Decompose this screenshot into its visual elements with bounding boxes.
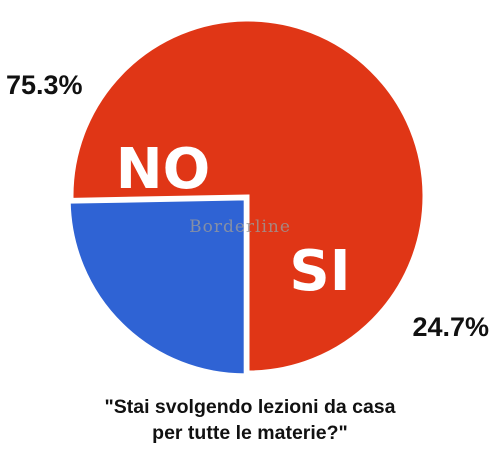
chart-question: "Stai svolgendo lezioni da casa per tutt…: [0, 394, 500, 446]
value-label-no: 75.3%: [6, 70, 83, 100]
value-label-si: 24.7%: [412, 312, 489, 342]
watermark-text: Borderline: [189, 217, 291, 237]
slice-label-no: NO: [116, 137, 210, 202]
pie-slice-no: [70, 18, 426, 374]
chart-question-line-1: "Stai svolgendo lezioni da casa: [104, 396, 396, 418]
pie-slices: [67, 18, 426, 377]
chart-question-line-2: per tutte le materie?": [152, 422, 348, 444]
pie-slice-si: [67, 197, 247, 377]
slice-label-si: SI: [289, 239, 350, 304]
